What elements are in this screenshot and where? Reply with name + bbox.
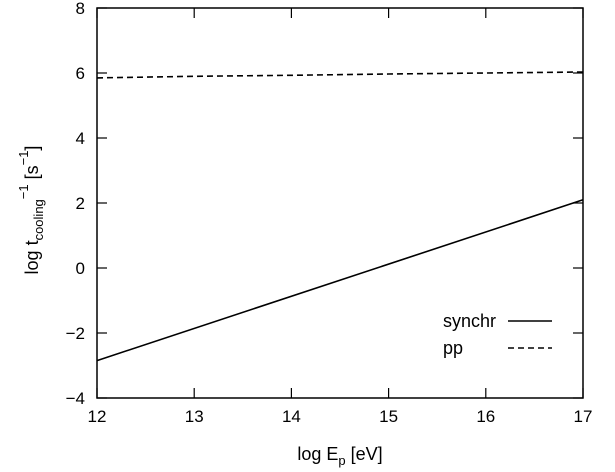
x-tick-label: 16 bbox=[476, 407, 495, 426]
y-tick-label: 6 bbox=[76, 64, 85, 83]
x-tick-label: 13 bbox=[185, 407, 204, 426]
series-lines bbox=[96, 71, 584, 362]
x-axis-label: log Ep [eV] bbox=[297, 444, 382, 468]
tick-labels: 12 13 14 15 16 17 −4 −2 0 2 4 6 8 bbox=[66, 0, 593, 426]
plot-frame bbox=[96, 7, 584, 399]
series-line-pp bbox=[96, 71, 584, 79]
x-tick-label: 14 bbox=[282, 407, 301, 426]
x-tick-label: 17 bbox=[574, 407, 593, 426]
ticks bbox=[96, 7, 584, 399]
x-tick-label: 12 bbox=[88, 407, 107, 426]
series-line-synchr bbox=[96, 199, 584, 362]
x-tick-label: 15 bbox=[379, 407, 398, 426]
y-tick-label: 8 bbox=[76, 0, 85, 18]
y-tick-label: 2 bbox=[76, 194, 85, 213]
y-axis-label: log tcooling−1 [s−1] bbox=[16, 146, 46, 275]
y-tick-label: 4 bbox=[76, 129, 85, 148]
y-tick-label: 0 bbox=[76, 259, 85, 278]
y-tick-label: −2 bbox=[66, 324, 85, 343]
legend-label-synchr: synchr bbox=[443, 311, 496, 331]
y-tick-label: −4 bbox=[66, 389, 85, 408]
legend-label-pp: pp bbox=[443, 338, 463, 358]
legend: synchr pp bbox=[443, 311, 552, 358]
